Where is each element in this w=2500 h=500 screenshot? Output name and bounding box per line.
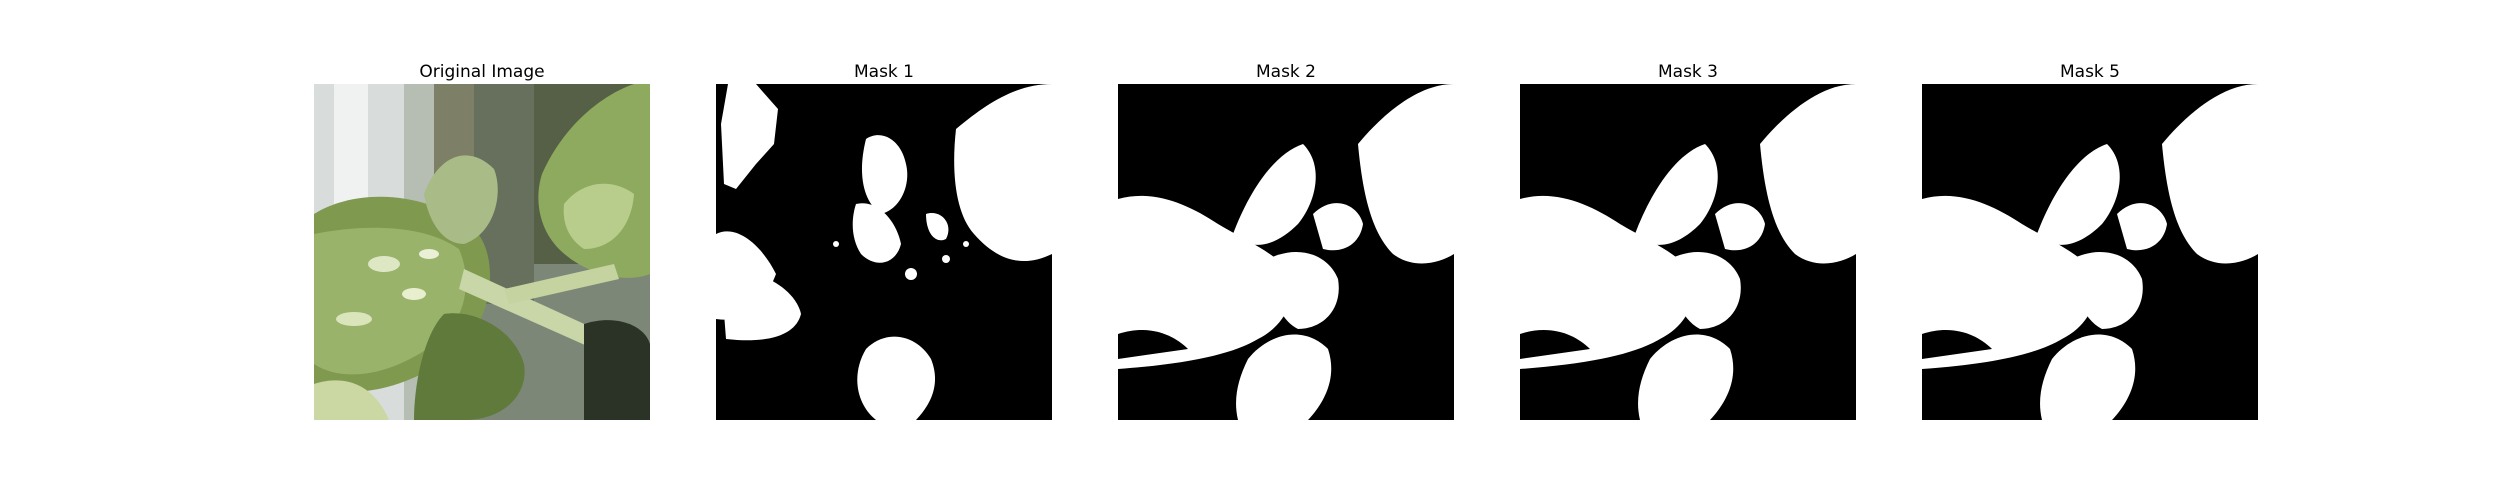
mask-5-image: [1922, 84, 2258, 420]
panel-title: Mask 1: [853, 62, 914, 82]
mask-2-image: [1118, 84, 1454, 420]
panel-title: Mask 2: [1255, 62, 1316, 82]
original-image-panel: Original Image: [314, 60, 650, 420]
original-image: [314, 84, 650, 420]
mask-2-panel: Mask 2: [1118, 60, 1454, 420]
mask-1-image: [716, 84, 1052, 420]
mask-1-panel: Mask 1: [716, 60, 1052, 420]
mask-3-panel: Mask 3: [1520, 60, 1856, 420]
panel-title: Original Image: [419, 62, 545, 82]
panel-title: Mask 5: [2059, 62, 2120, 82]
mask-3-image: [1520, 84, 1856, 420]
mask-5-panel: Mask 5: [1922, 60, 2258, 420]
panel-title: Mask 3: [1657, 62, 1718, 82]
